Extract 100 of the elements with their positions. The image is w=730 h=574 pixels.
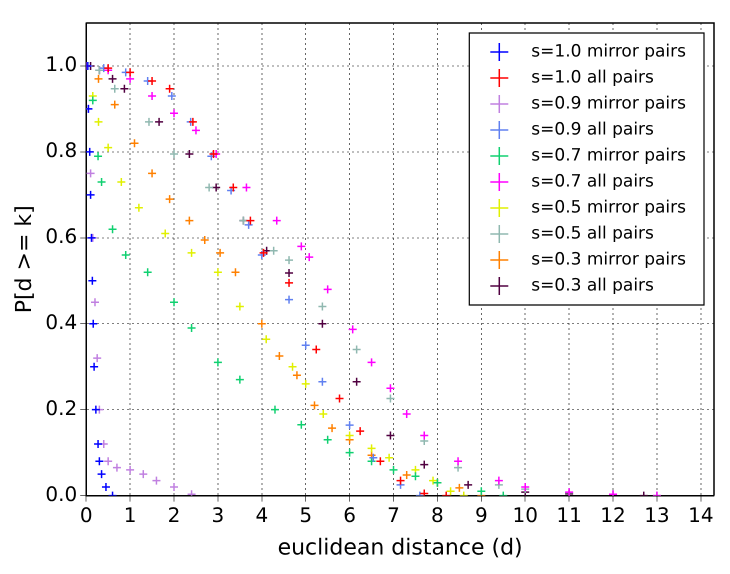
point [154, 117, 164, 127]
point [228, 182, 238, 192]
point [453, 462, 463, 472]
point [410, 465, 420, 475]
point [327, 423, 337, 433]
point [428, 476, 438, 486]
point [94, 117, 104, 127]
point [242, 182, 252, 192]
point [410, 472, 420, 482]
point [96, 469, 106, 479]
x-tick-label: 13 [644, 502, 670, 527]
x-tick-label: 10 [512, 502, 538, 527]
x-tick-label: 3 [212, 502, 224, 527]
legend-label: s=0.5 mirror pairs [531, 197, 686, 218]
point [130, 138, 140, 148]
point [368, 453, 378, 463]
point [274, 351, 284, 361]
point [322, 284, 332, 294]
point [213, 267, 223, 277]
point [88, 318, 98, 328]
x-tick-label: 14 [688, 502, 714, 527]
point [213, 358, 223, 368]
point [92, 353, 102, 363]
point [108, 74, 118, 84]
point [204, 182, 214, 192]
point [318, 318, 328, 328]
legend-label: s=0.5 all pairs [531, 223, 654, 244]
point [110, 84, 120, 94]
point [318, 376, 328, 386]
point [366, 444, 376, 454]
legend-label: s=0.3 all pairs [531, 275, 654, 296]
point [103, 63, 113, 73]
point [284, 268, 294, 278]
point [99, 439, 109, 449]
x-tick-label: 6 [343, 502, 356, 527]
y-tick-label: 0.4 [45, 310, 78, 334]
x-tick-label: 11 [556, 502, 582, 527]
point [94, 74, 104, 84]
point [235, 374, 245, 384]
point [334, 394, 344, 404]
point [284, 294, 294, 304]
point [344, 430, 354, 440]
point [230, 267, 240, 277]
legend-label: s=0.7 all pairs [531, 171, 654, 192]
point [453, 456, 463, 466]
point [226, 186, 236, 196]
point [101, 482, 111, 492]
point [420, 460, 429, 470]
point [125, 465, 135, 475]
point [310, 400, 320, 410]
point [184, 216, 194, 226]
point [138, 469, 148, 479]
point [103, 142, 113, 152]
x-tick-label: 0 [80, 502, 93, 527]
x-tick-label: 12 [600, 502, 626, 527]
point [322, 435, 332, 444]
point [86, 168, 96, 178]
point [454, 483, 464, 493]
point [446, 486, 456, 496]
point [89, 362, 99, 372]
point [160, 228, 170, 238]
point [211, 182, 221, 192]
point [108, 224, 118, 234]
point [142, 267, 152, 277]
point [103, 456, 113, 466]
point [164, 194, 174, 204]
x-tick-label: 5 [299, 502, 312, 527]
point [86, 147, 94, 157]
y-tick-label: 0.0 [45, 482, 78, 506]
point [91, 404, 101, 414]
x-tick-label: 4 [255, 502, 268, 527]
legend-label: s=0.3 mirror pairs [531, 249, 686, 270]
point [125, 68, 135, 78]
point [147, 168, 157, 178]
point [93, 151, 103, 161]
point [147, 91, 157, 101]
point [169, 149, 179, 159]
legend-label: s=0.9 mirror pairs [531, 93, 686, 114]
x-axis-title: euclidean distance (d) [278, 536, 523, 561]
point [386, 430, 396, 440]
y-tick-label: 1.0 [45, 52, 78, 76]
point [96, 177, 106, 187]
point [93, 439, 103, 449]
point [476, 486, 486, 496]
point [396, 476, 406, 486]
point [296, 242, 306, 252]
point [116, 177, 126, 187]
point [384, 453, 394, 463]
point [262, 246, 272, 256]
point [244, 220, 254, 230]
point [167, 91, 177, 101]
point [112, 462, 122, 472]
point [388, 465, 398, 475]
point [344, 420, 354, 430]
point [152, 476, 162, 486]
x-tick-label: 7 [387, 502, 400, 527]
point [134, 202, 144, 212]
point [261, 334, 271, 344]
point [169, 298, 179, 308]
point [191, 126, 201, 136]
